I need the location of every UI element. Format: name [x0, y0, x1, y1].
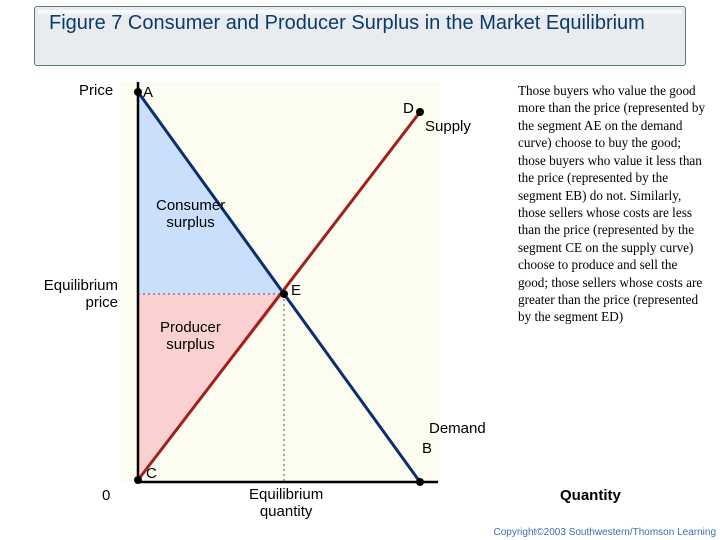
producer-surplus-label: Producer surplus: [160, 320, 221, 353]
figure-title: Figure 7 Consumer and Producer Surplus i…: [49, 11, 675, 36]
point-a-label: A: [143, 84, 153, 101]
point-c-label: C: [146, 465, 157, 482]
point-b-label: B: [422, 440, 432, 457]
chart-area: [120, 82, 440, 482]
copyright-text: Copyright©2003 Southwestern/Thomson Lear…: [494, 527, 717, 538]
point-d-label: D: [403, 100, 414, 117]
quantity-axis-label: Quantity: [560, 487, 621, 504]
surplus-diagram: [120, 82, 440, 482]
consumer-surplus-label: Consumer surplus: [156, 198, 225, 231]
demand-label: Demand: [429, 420, 486, 437]
equilibrium-price-label: Equilibrium price: [38, 278, 118, 311]
equilibrium-quantity-label: Equilibrium quantity: [249, 487, 323, 520]
title-bar: Figure 7 Consumer and Producer Surplus i…: [34, 6, 686, 66]
point-e-label: E: [291, 282, 301, 299]
origin-label: 0: [102, 487, 110, 504]
price-axis-label: Price: [79, 82, 113, 99]
explanatory-text: Those buyers who value the good more tha…: [518, 82, 710, 326]
supply-label: Supply: [425, 118, 471, 135]
